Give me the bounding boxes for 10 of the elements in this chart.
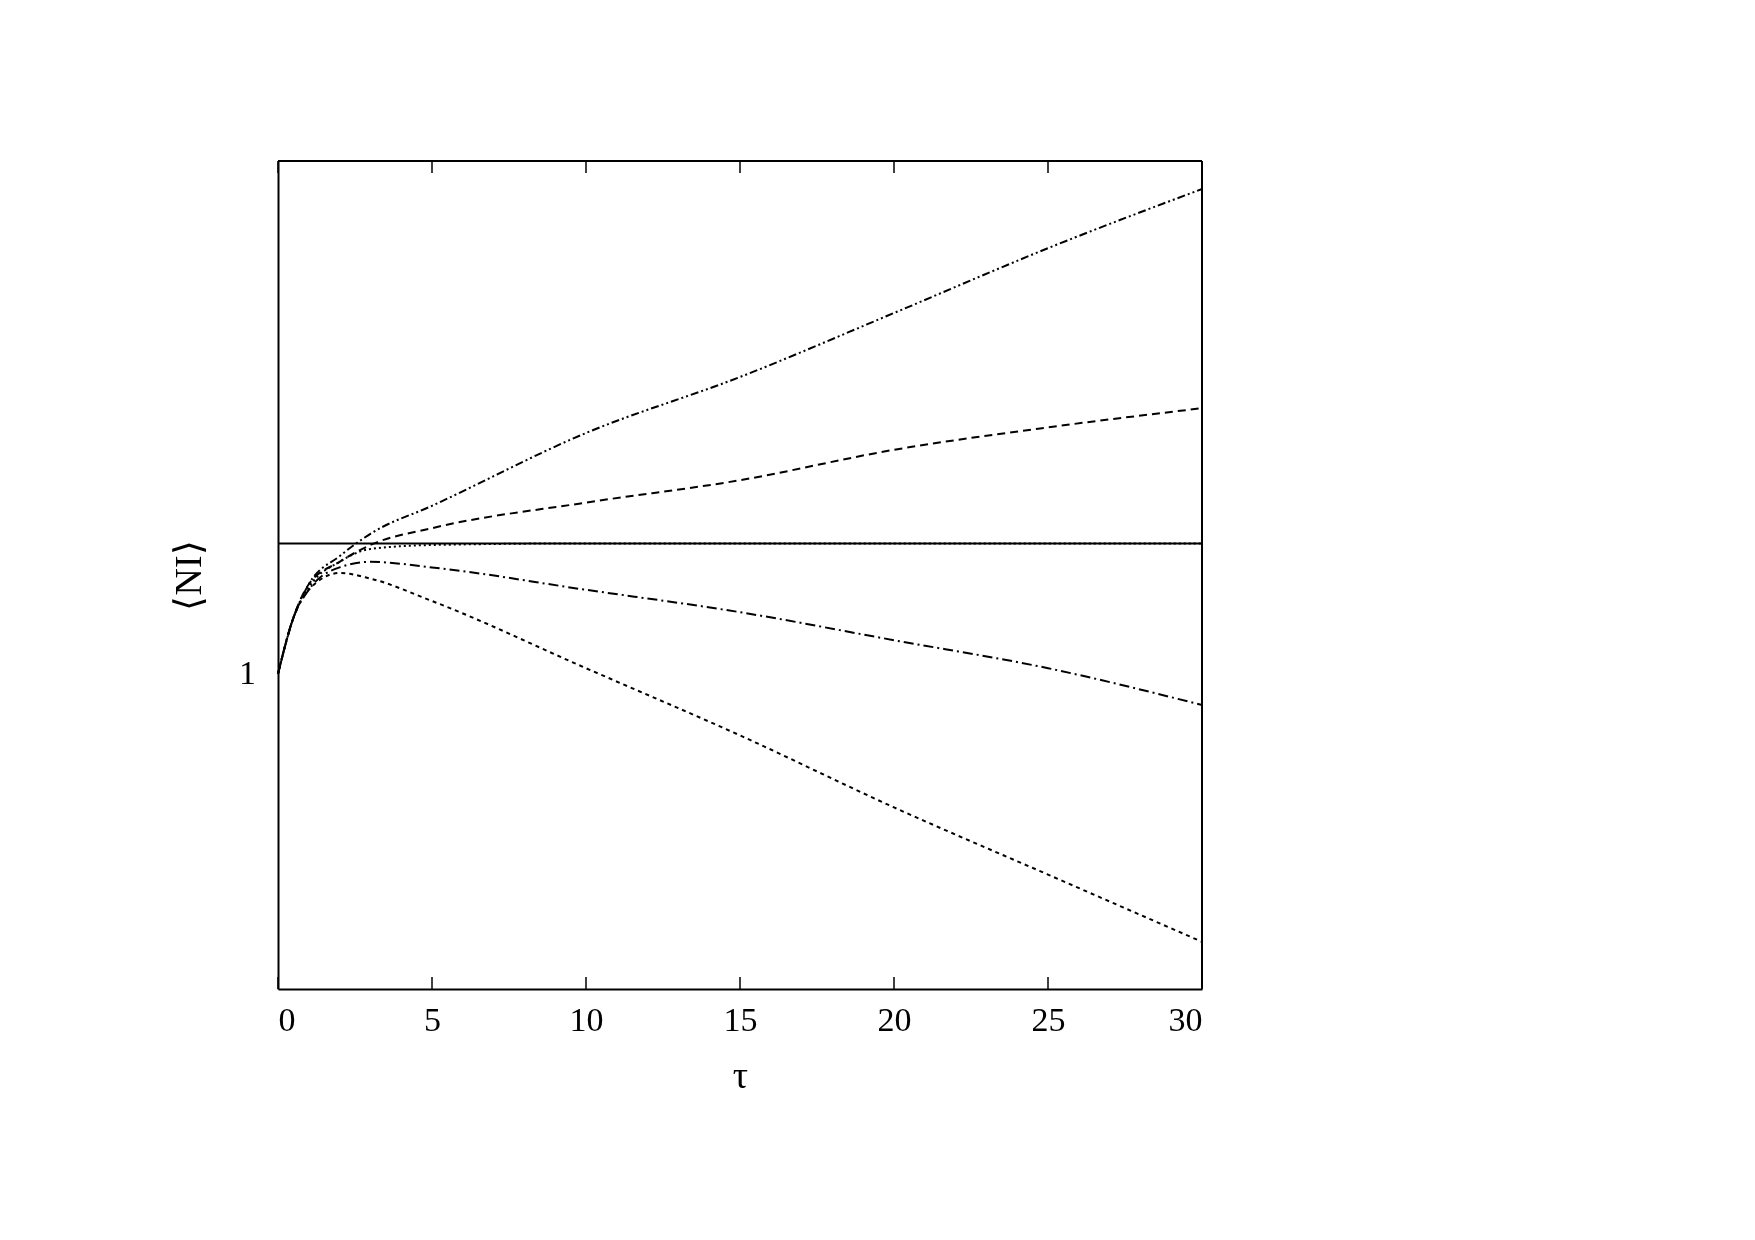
annotation: 1 xyxy=(239,653,256,691)
x-tick-label: 30 xyxy=(1168,1000,1203,1038)
x-tick-label: 0 xyxy=(278,1000,296,1038)
x-tick-label: 10 xyxy=(569,1000,604,1038)
x-tick-label: 5 xyxy=(424,1000,441,1038)
y-axis-title: ⟨NI⟩ xyxy=(166,540,209,611)
x-tick-label: 15 xyxy=(723,1000,758,1038)
x-axis-title: τ xyxy=(732,1053,749,1096)
x-tick-label: 20 xyxy=(877,1000,912,1038)
x-tick-label: 25 xyxy=(1031,1000,1066,1038)
